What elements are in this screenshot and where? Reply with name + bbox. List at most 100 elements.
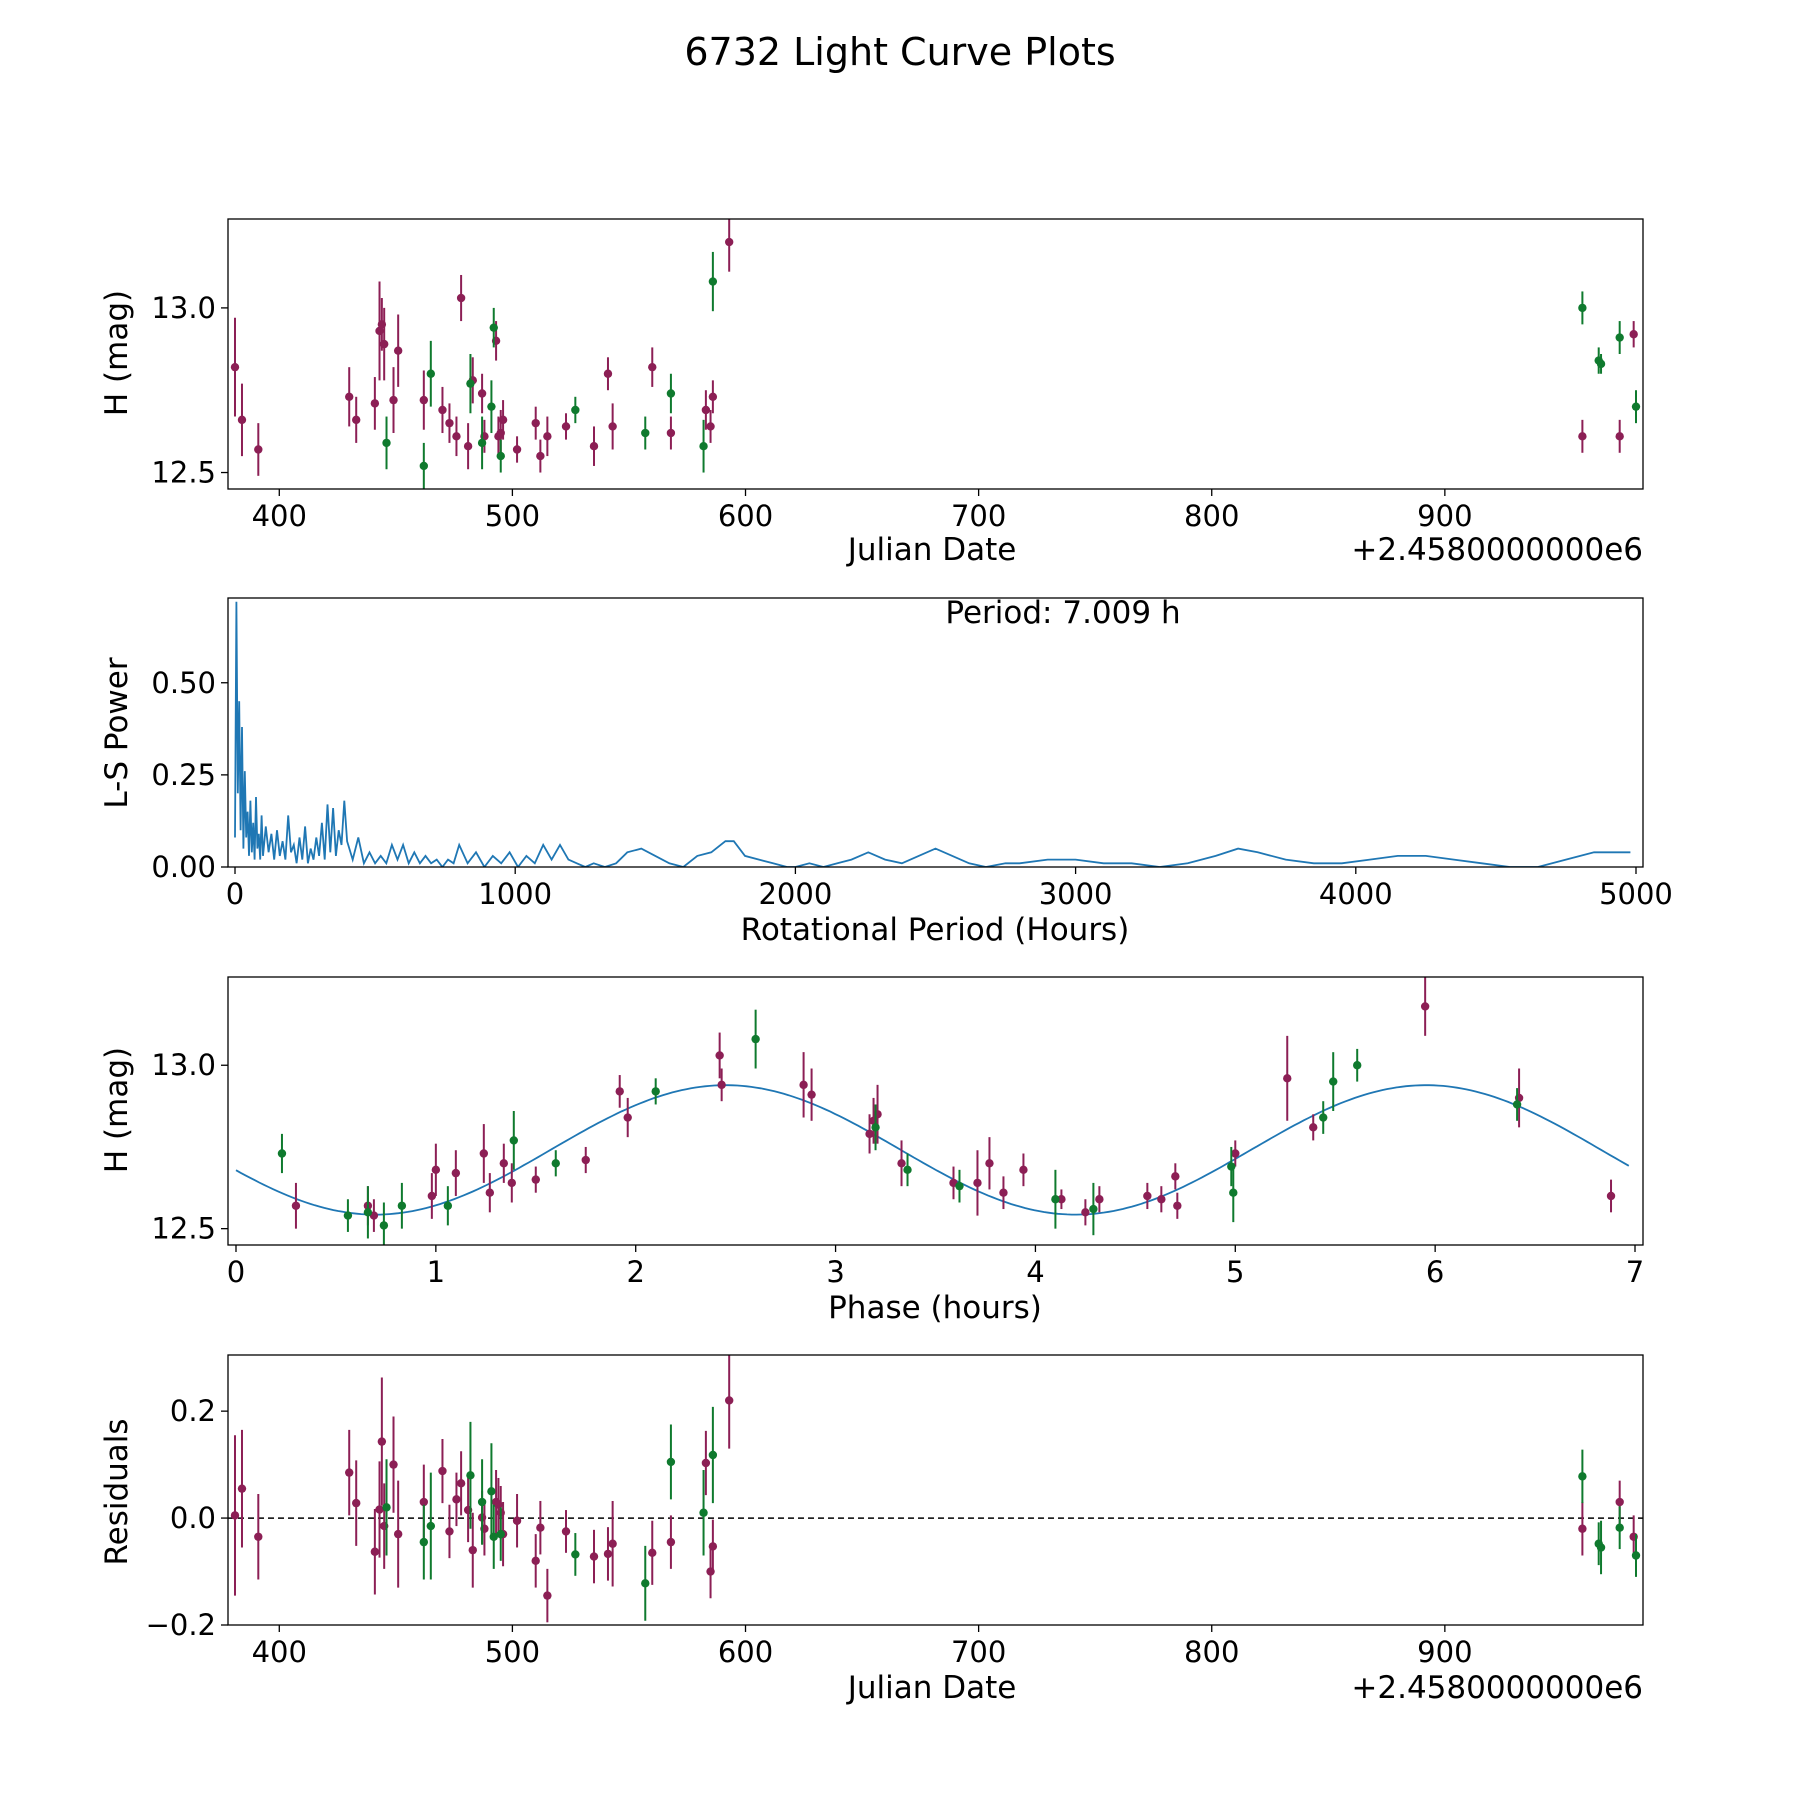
- lightcurve-point-g: [1653, 426, 1661, 434]
- periodogram-ytick-label: 0.00: [151, 850, 216, 884]
- lightcurve-point-g: [426, 369, 436, 378]
- residuals-point-r: [452, 1495, 461, 1504]
- lightcurve-point-g: [666, 389, 676, 398]
- phased-point-r: [623, 1113, 632, 1122]
- residuals-point-g: [1653, 1529, 1661, 1537]
- phased-xtick-label: 7: [1626, 1255, 1644, 1289]
- periodogram-xtick-label: 1000: [478, 877, 552, 911]
- phased-point-r: [999, 1188, 1008, 1197]
- phased-point-g: [1512, 1100, 1522, 1109]
- phased-point-r: [531, 1175, 540, 1184]
- lightcurve-point-r: [701, 405, 711, 415]
- lightcurve-point-r: [706, 422, 715, 431]
- phased-panel: Phase (hours) H (mag) 0 1 2 3 4 5 6 7 12.5 13.0: [99, 976, 1644, 1326]
- lightcurve-data: [230, 219, 1661, 489]
- phased-point-r: [1019, 1165, 1028, 1175]
- residuals-point-r: [536, 1523, 545, 1532]
- periodogram-xtick-label: 0: [226, 877, 244, 911]
- residuals-xtick-label: 700: [951, 1635, 1006, 1669]
- periodogram-xtick-label: 5000: [1599, 877, 1673, 911]
- phased-xlabel: Phase (hours): [828, 1290, 1042, 1326]
- phased-point-r: [499, 1159, 509, 1168]
- phased-point-r: [985, 1159, 994, 1168]
- residuals-point-g: [466, 1471, 475, 1480]
- phased-point-g: [379, 1221, 389, 1230]
- lightcurve-point-g: [641, 428, 650, 438]
- phased-point-g: [443, 1201, 453, 1210]
- lightcurve-point-r: [254, 445, 263, 454]
- lightcurve-x-offset: +2.4580000000e6: [1351, 532, 1643, 568]
- residuals-point-g: [496, 1529, 505, 1539]
- lightcurve-point-r: [379, 339, 389, 349]
- residuals-point-g: [1596, 1543, 1606, 1552]
- lightcurve-point-r: [393, 346, 403, 355]
- phased-point-r: [1231, 1149, 1240, 1158]
- residuals-point-r: [419, 1497, 429, 1507]
- periodogram-panel: Period: 7.009 h Rotational Period (Hours…: [99, 595, 1673, 948]
- phased-ytick-label: 13.0: [151, 1048, 216, 1082]
- lightcurve-point-r: [438, 405, 447, 415]
- phased-point-g: [363, 1208, 373, 1217]
- phased-point-g: [1319, 1113, 1328, 1122]
- lightcurve-point-r: [724, 237, 734, 247]
- phased-point-g: [751, 1034, 760, 1044]
- residuals-xlabel: Julian Date: [846, 1670, 1017, 1706]
- residuals-point-r: [608, 1539, 617, 1548]
- lightcurve-point-r: [463, 441, 473, 451]
- phased-point-g: [651, 1087, 660, 1096]
- residuals-point-g: [571, 1550, 580, 1559]
- phased-point-g: [1329, 1077, 1338, 1086]
- lightcurve-xtick-label: 900: [1417, 499, 1472, 533]
- lightcurve-xtick-label: 600: [718, 499, 773, 533]
- lightcurve-point-g: [487, 402, 496, 411]
- residuals-point-g: [699, 1508, 708, 1517]
- residuals-point-g: [382, 1503, 391, 1512]
- residuals-panel: Julian Date Residuals +2.4580000000e6 40…: [99, 1354, 1661, 1706]
- phased-xtick-label: 2: [626, 1255, 644, 1289]
- lightcurve-point-r: [1629, 330, 1638, 339]
- lightcurve-point-r: [345, 392, 354, 402]
- residuals-point-g: [666, 1457, 676, 1467]
- residuals-x-offset: +2.4580000000e6: [1351, 1670, 1643, 1706]
- phased-point-r: [291, 1201, 301, 1210]
- lightcurve-point-r: [536, 451, 545, 461]
- lightcurve-point-g: [419, 461, 429, 471]
- phased-point-r: [1157, 1195, 1166, 1204]
- phased-point-r: [1283, 1074, 1292, 1083]
- residuals-point-r: [701, 1458, 711, 1468]
- phased-point-r: [507, 1178, 516, 1188]
- lightcurve-ylabel: H (mag): [99, 290, 135, 416]
- residuals-ylabel: Residuals: [99, 1418, 135, 1565]
- periodogram-xlabel: Rotational Period (Hours): [741, 912, 1130, 948]
- phased-point-g: [397, 1201, 407, 1210]
- residuals-ytick-label: 0.0: [170, 1501, 216, 1535]
- phased-point-r: [479, 1149, 489, 1158]
- phased-xtick-label: 5: [1226, 1255, 1244, 1289]
- residuals-point-r: [230, 1511, 240, 1520]
- residuals-point-r: [389, 1460, 398, 1469]
- phased-point-g: [277, 1149, 287, 1158]
- phased-point-r: [581, 1155, 590, 1165]
- phased-data: [235, 977, 1630, 1245]
- residuals-point-r: [724, 1396, 734, 1405]
- residuals-ytick-label: 0.2: [170, 1394, 216, 1428]
- periodogram-series-line: [234, 601, 1631, 867]
- residuals-frame: [227, 1354, 1644, 1626]
- lightcurve-point-r: [237, 415, 247, 425]
- periodogram-ytick-label: 0.25: [151, 758, 216, 792]
- residuals-point-r: [468, 1545, 477, 1555]
- phased-point-r: [973, 1178, 982, 1188]
- phased-point-r: [485, 1188, 495, 1197]
- phased-point-g: [871, 1123, 880, 1132]
- residuals-xtick-label: 800: [1184, 1635, 1239, 1669]
- residuals-point-r: [531, 1556, 540, 1566]
- phased-xtick-label: 6: [1426, 1255, 1444, 1289]
- lightcurve-point-g: [1578, 303, 1587, 313]
- lightcurve-xtick-label: 700: [951, 499, 1006, 533]
- phased-point-r: [1173, 1201, 1182, 1210]
- phased-point-g: [1353, 1061, 1362, 1070]
- lightcurve-point-r: [561, 422, 571, 431]
- residuals-point-r: [543, 1591, 552, 1600]
- lightcurve-point-g: [1596, 359, 1606, 369]
